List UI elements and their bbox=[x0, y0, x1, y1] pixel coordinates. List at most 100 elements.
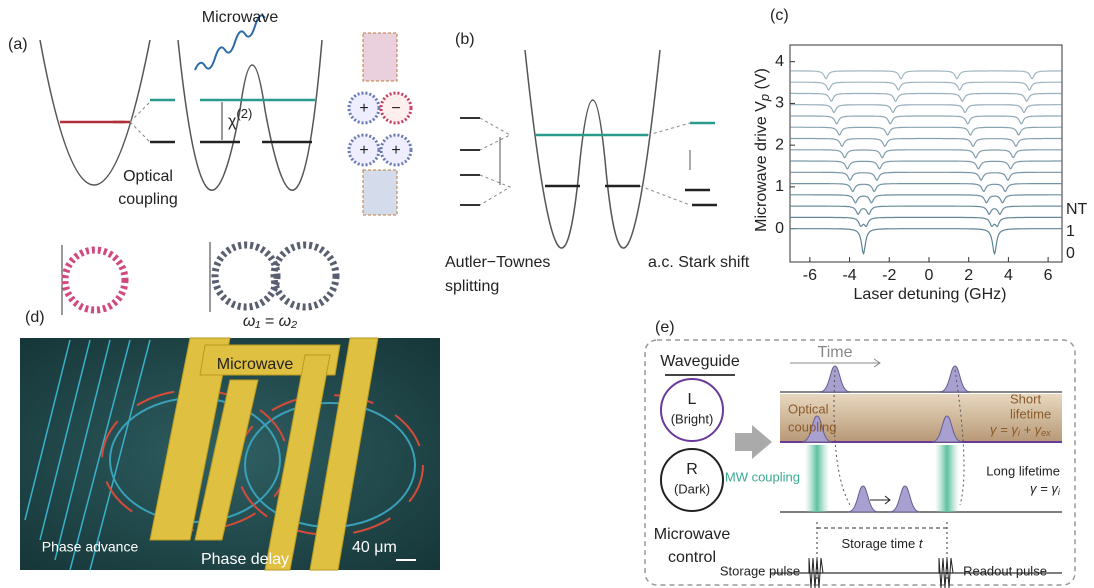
label: L bbox=[688, 391, 697, 408]
label: Microwave bbox=[202, 9, 279, 26]
label: γ = γ bbox=[1030, 481, 1059, 496]
label: (2) bbox=[236, 106, 252, 121]
connector bbox=[480, 118, 510, 205]
panel-label: (c) bbox=[770, 7, 789, 24]
arrow bbox=[870, 496, 890, 504]
label: Readout pulse bbox=[963, 563, 1047, 578]
double-well bbox=[525, 50, 660, 248]
panel-b: (b) Autler−Townes splitting a.c. Stark s… bbox=[445, 31, 750, 295]
sign: − bbox=[391, 100, 400, 117]
x-tick-label: 0 bbox=[925, 267, 934, 284]
ring bbox=[661, 449, 723, 511]
panel-label: (e) bbox=[655, 319, 675, 336]
panel-c: (c) Laser detuning (GHz) Microwave drive… bbox=[753, 7, 1087, 303]
label: 40 μm bbox=[352, 539, 397, 556]
y-axis-title: Microwave drive V bbox=[753, 101, 770, 232]
label: coupling bbox=[118, 191, 178, 208]
label: R bbox=[686, 461, 698, 478]
trace bbox=[790, 93, 1062, 101]
panel-e: (e) Waveguide L (Bright) R (Dark) Microw… bbox=[645, 319, 1075, 588]
trace bbox=[790, 150, 1062, 158]
label: MW coupling bbox=[725, 469, 800, 484]
x-tick-label: 4 bbox=[1004, 267, 1013, 284]
label: lifetime bbox=[1010, 406, 1051, 421]
ring bbox=[274, 245, 336, 307]
trace bbox=[790, 71, 1062, 79]
side-label: NT bbox=[1066, 201, 1088, 218]
label: Phase delay bbox=[201, 551, 289, 568]
ring bbox=[65, 250, 125, 310]
ring bbox=[215, 245, 277, 307]
label: Optical bbox=[788, 401, 829, 416]
sign: + bbox=[391, 142, 400, 159]
trace bbox=[790, 206, 1062, 214]
label: Microwave bbox=[654, 526, 731, 543]
panel-label: (d) bbox=[25, 309, 45, 326]
trace bbox=[790, 184, 1062, 192]
y-axis-title: (V) bbox=[753, 68, 770, 94]
label: Waveguide bbox=[660, 353, 740, 370]
label: ex bbox=[1041, 428, 1051, 438]
panel-label: (b) bbox=[455, 31, 475, 48]
label: γ = γ bbox=[990, 422, 1019, 437]
x-tick-label: 6 bbox=[1044, 267, 1053, 284]
x-tick-label: 2 bbox=[964, 267, 973, 284]
label: γ = γi bbox=[1030, 481, 1061, 497]
figure: (a) Microwave χ(2) Optical coupling + − … bbox=[0, 0, 1094, 588]
label: t bbox=[919, 536, 924, 551]
arrow bbox=[735, 425, 772, 459]
label: Short bbox=[1010, 391, 1041, 406]
label: (Dark) bbox=[674, 481, 710, 496]
trace bbox=[790, 116, 1062, 124]
x-tick-label: -2 bbox=[882, 267, 896, 284]
label: Time bbox=[818, 344, 853, 361]
label: coupling bbox=[788, 419, 836, 434]
trace bbox=[790, 139, 1062, 147]
y-tick-label: 2 bbox=[775, 136, 784, 153]
trace bbox=[790, 127, 1062, 135]
trace bbox=[790, 217, 1062, 226]
y-axis-title: Microwave drive Vp (V) bbox=[753, 68, 772, 232]
coupling-window bbox=[805, 445, 829, 512]
x-tick-label: -6 bbox=[803, 267, 817, 284]
y-tick-label: 4 bbox=[775, 53, 784, 70]
trace bbox=[790, 172, 1062, 180]
label: i bbox=[1058, 487, 1061, 497]
y-axis-title: p bbox=[757, 94, 772, 102]
label: Storage pulse bbox=[720, 563, 800, 578]
label: Phase advance bbox=[42, 539, 139, 555]
trace bbox=[790, 161, 1062, 169]
x-axis-title: Laser detuning (GHz) bbox=[854, 286, 1007, 303]
label: Microwave bbox=[217, 356, 294, 373]
label: + γ bbox=[1020, 422, 1043, 437]
trace bbox=[790, 229, 1062, 254]
connector bbox=[130, 102, 150, 142]
label: Autler−Townes bbox=[445, 254, 550, 271]
coupling-window bbox=[935, 445, 959, 512]
plot-frame bbox=[790, 45, 1062, 262]
y-tick-label: 0 bbox=[775, 220, 784, 237]
y-tick-label: 3 bbox=[775, 95, 784, 112]
side-label: 1 bbox=[1066, 223, 1075, 240]
panel-a: (a) Microwave χ(2) Optical coupling + − … bbox=[8, 9, 411, 330]
y-tick-label: 1 bbox=[775, 178, 784, 195]
label: a.c. Stark shift bbox=[648, 254, 750, 271]
label: Storage time bbox=[842, 536, 919, 551]
trace bbox=[790, 82, 1062, 90]
potential bbox=[40, 40, 150, 185]
label: Optical bbox=[123, 168, 173, 185]
label: (Bright) bbox=[671, 411, 714, 426]
label: control bbox=[668, 549, 716, 566]
label: Long lifetime bbox=[986, 463, 1060, 478]
label: χ(2) bbox=[228, 106, 252, 130]
label: Storage time t bbox=[842, 536, 924, 551]
label: splitting bbox=[445, 278, 499, 295]
trace bbox=[790, 105, 1062, 113]
label: ω₁ = ω₂ bbox=[243, 313, 297, 330]
side-label: 0 bbox=[1066, 245, 1075, 262]
mode-icon bbox=[363, 170, 397, 215]
panel-d: (d) Microwave Phase advance Phase delay … bbox=[20, 309, 440, 570]
trace bbox=[790, 195, 1062, 203]
panel-label: (a) bbox=[8, 36, 28, 53]
sign: + bbox=[359, 142, 368, 159]
